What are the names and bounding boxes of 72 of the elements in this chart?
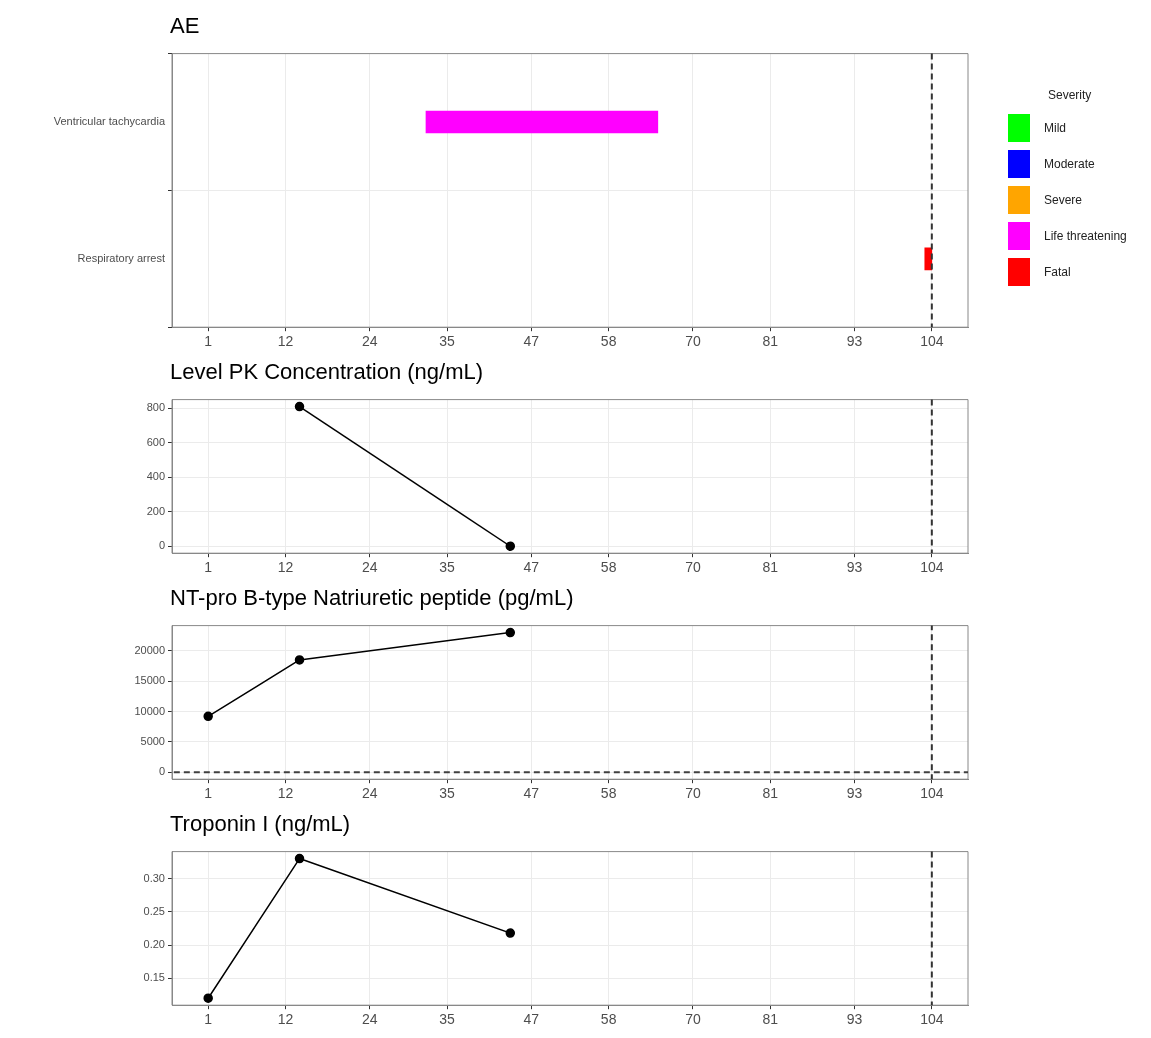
legend-label: Mild (1044, 121, 1067, 135)
chart-title: Troponin I (ng/mL) (169, 810, 352, 838)
point (505, 928, 516, 938)
x-tick-label: 93 (846, 333, 863, 350)
x-tick-label: 104 (920, 1011, 944, 1028)
y-tick-label: 20000 (134, 643, 165, 656)
legend-label: Life threatening (1044, 229, 1127, 243)
x-tick-label: 35 (439, 559, 456, 576)
point (294, 655, 305, 665)
x-tick-label: 104 (920, 333, 944, 350)
x-tick-label: 1 (204, 785, 213, 802)
x-tick-label: 47 (523, 559, 540, 576)
y-tick-label: 5000 (140, 734, 165, 747)
x-tick-label: 81 (762, 333, 779, 350)
chart-title: AE (169, 12, 201, 40)
x-tick-label: 24 (361, 559, 378, 576)
y-tick-label: 400 (146, 470, 165, 483)
y-tick-label: 0.15 (143, 971, 165, 984)
y-tick-label: 800 (146, 401, 165, 414)
y-tick-label: Ventricular tachycardia (53, 115, 166, 128)
chart-title: NT-pro B-type Natriuretic peptide (pg/mL) (169, 584, 575, 612)
x-tick-label: 70 (685, 333, 701, 350)
x-tick-label: 93 (846, 559, 863, 576)
x-tick-label: 70 (685, 559, 701, 576)
x-tick-label: 24 (361, 1011, 378, 1028)
x-tick-label: 12 (277, 785, 294, 802)
x-tick-label: 12 (277, 1011, 294, 1028)
x-tick-label: 47 (523, 785, 540, 802)
x-tick-label: 104 (920, 559, 944, 576)
point (294, 853, 305, 864)
x-tick-label: 58 (600, 559, 617, 576)
y-tick-label: 0.20 (143, 938, 165, 951)
x-tick-label: 35 (439, 785, 456, 802)
y-tick-label: 10000 (134, 704, 165, 717)
x-tick-label: 12 (277, 559, 294, 576)
x-tick-label: 93 (846, 1011, 863, 1028)
x-tick-label: 1 (204, 1011, 213, 1028)
legend-label: Severe (1044, 193, 1083, 207)
x-tick-label: 58 (600, 333, 617, 350)
x-tick-label: 1 (204, 559, 213, 576)
x-tick-label: 58 (600, 1011, 617, 1028)
x-tick-label: 47 (523, 333, 540, 350)
y-tick-label: 200 (146, 504, 165, 517)
x-tick-label: 24 (361, 333, 378, 350)
point (203, 711, 213, 722)
x-tick-label: 12 (277, 333, 294, 350)
x-tick-label: 81 (762, 1011, 779, 1028)
y-tick-label: 0.25 (143, 904, 165, 917)
x-tick-label: 70 (685, 1011, 701, 1028)
chart-title: Level PK Concentration (ng/mL) (169, 358, 485, 386)
x-tick-label: 81 (762, 785, 779, 802)
x-tick-label: 58 (600, 785, 617, 802)
y-tick-label: 0 (158, 765, 165, 778)
x-tick-label: 47 (523, 1011, 540, 1028)
legend-label: Moderate (1044, 157, 1095, 171)
y-tick-label: 600 (146, 435, 165, 448)
x-tick-label: 104 (920, 785, 944, 802)
x-tick-label: 70 (685, 785, 701, 802)
point (505, 627, 516, 638)
x-tick-label: 81 (762, 559, 779, 576)
legend-title: Severity (1047, 88, 1093, 102)
x-tick-label: 24 (361, 785, 378, 802)
y-tick-label: Respiratory arrest (77, 251, 165, 264)
x-tick-label: 35 (439, 1011, 456, 1028)
y-tick-label: 15000 (134, 674, 165, 687)
x-tick-label: 93 (846, 785, 863, 802)
y-tick-label: 0 (158, 539, 165, 552)
legend-label: Fatal (1044, 265, 1071, 279)
point (203, 993, 213, 1003)
x-tick-label: 35 (439, 333, 456, 350)
y-tick-label: 0.30 (143, 871, 165, 884)
x-tick-label: 1 (204, 333, 213, 350)
